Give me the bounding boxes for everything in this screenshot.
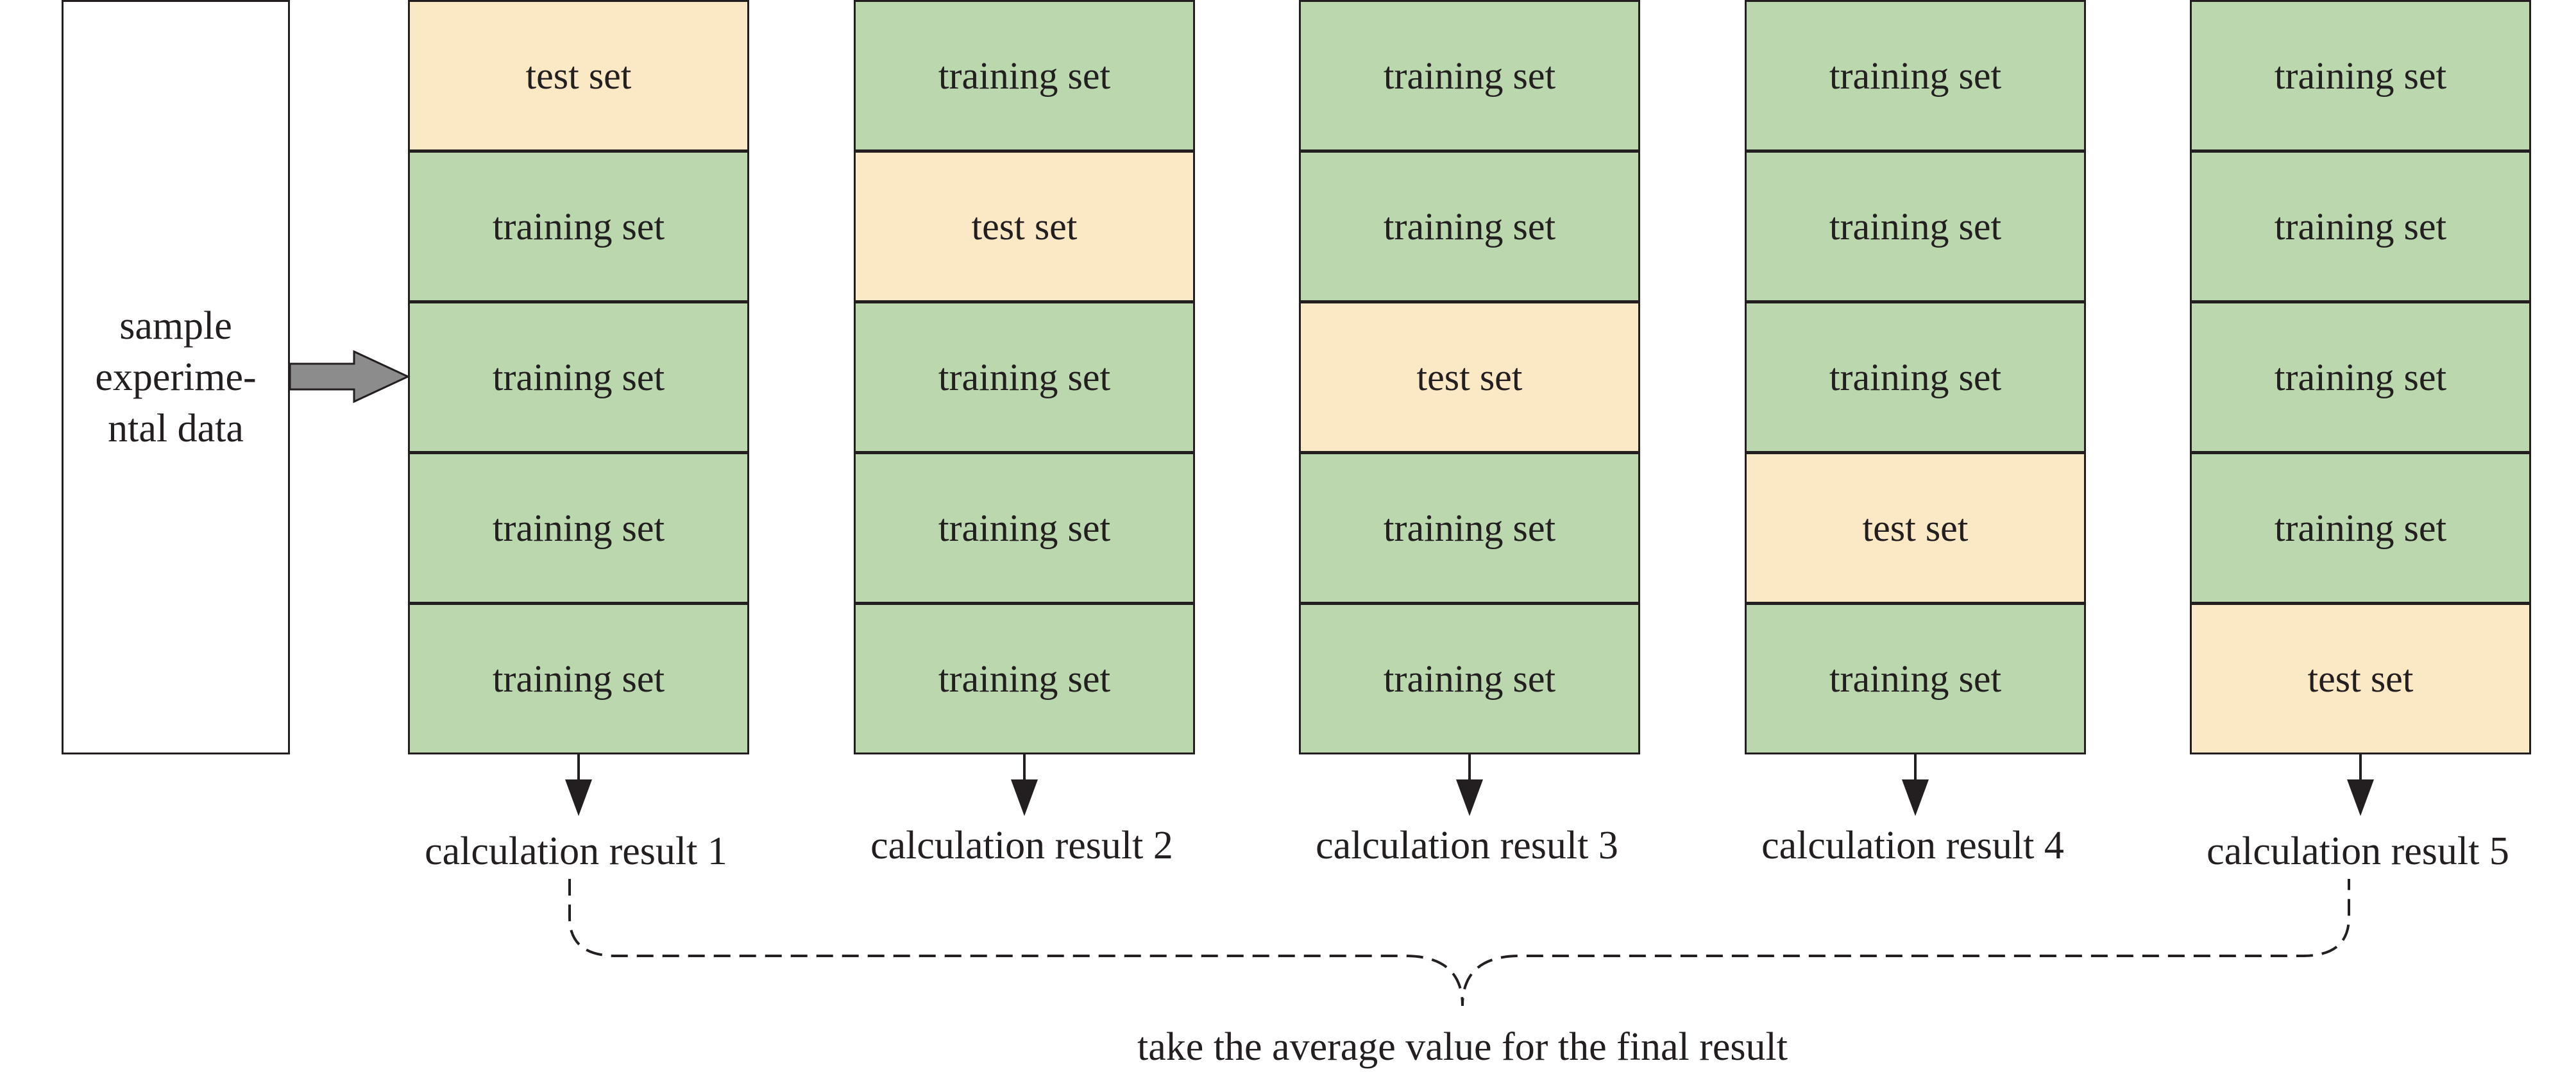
final-result-caption: take the average value for the final res… — [1137, 1025, 1788, 1069]
fold-1-cell-1: test set — [408, 0, 749, 151]
result-label-4: calculation result 4 — [1761, 824, 2064, 867]
fold-2-cell-5: training set — [854, 603, 1195, 754]
sample-data-line-1: sample — [119, 304, 232, 348]
fold-2-cell-1: training set — [854, 0, 1195, 151]
fold-5-cell-4: training set — [2190, 452, 2531, 604]
fold-4-cell-3: training set — [1745, 302, 2086, 453]
sample-data-label: sample experime- ntal data — [95, 300, 256, 454]
fold-column-1: test set training set training set train… — [408, 0, 749, 754]
fold-3-cell-5: training set — [1299, 603, 1640, 754]
fold-4-cell-4: test set — [1745, 452, 2086, 604]
fold-column-4: training set training set training set t… — [1745, 0, 2086, 754]
fold-5-cell-5: test set — [2190, 603, 2531, 754]
fold-1-cell-2: training set — [408, 151, 749, 302]
result-arrow-2 — [1011, 754, 1038, 816]
fold-column-3: training set training set test set train… — [1299, 0, 1640, 754]
fold-3-cell-1: training set — [1299, 0, 1640, 151]
result-arrow-4 — [1902, 754, 1929, 816]
fold-2-cell-2: test set — [854, 151, 1195, 302]
fold-column-2: training set test set training set train… — [854, 0, 1195, 754]
fold-4-cell-2: training set — [1745, 151, 2086, 302]
fold-5-cell-3: training set — [2190, 302, 2531, 453]
result-arrow-1 — [565, 754, 592, 816]
fold-column-5: training set training set training set t… — [2190, 0, 2531, 754]
sample-data-line-3: ntal data — [108, 407, 244, 450]
result-label-5: calculation result 5 — [2207, 830, 2509, 873]
fold-2-cell-3: training set — [854, 302, 1195, 453]
fold-1-cell-4: training set — [408, 452, 749, 604]
fold-2-cell-4: training set — [854, 452, 1195, 604]
fold-1-cell-3: training set — [408, 302, 749, 453]
fold-4-cell-1: training set — [1745, 0, 2086, 151]
result-label-2: calculation result 2 — [870, 824, 1173, 867]
fold-1-cell-5: training set — [408, 603, 749, 754]
fold-3-cell-4: training set — [1299, 452, 1640, 604]
result-label-3: calculation result 3 — [1316, 824, 1618, 867]
input-arrow — [289, 350, 411, 404]
fold-3-cell-2: training set — [1299, 151, 1640, 302]
result-arrow-3 — [1456, 754, 1483, 816]
fold-3-cell-3: test set — [1299, 302, 1640, 453]
sample-data-box: sample experime- ntal data — [62, 0, 290, 754]
fold-5-cell-2: training set — [2190, 151, 2531, 302]
sample-data-line-2: experime- — [95, 355, 257, 399]
fold-5-cell-1: training set — [2190, 0, 2531, 151]
average-brace — [568, 879, 2350, 1007]
result-arrow-5 — [2347, 754, 2374, 816]
result-label-1: calculation result 1 — [425, 830, 727, 873]
fold-4-cell-5: training set — [1745, 603, 2086, 754]
